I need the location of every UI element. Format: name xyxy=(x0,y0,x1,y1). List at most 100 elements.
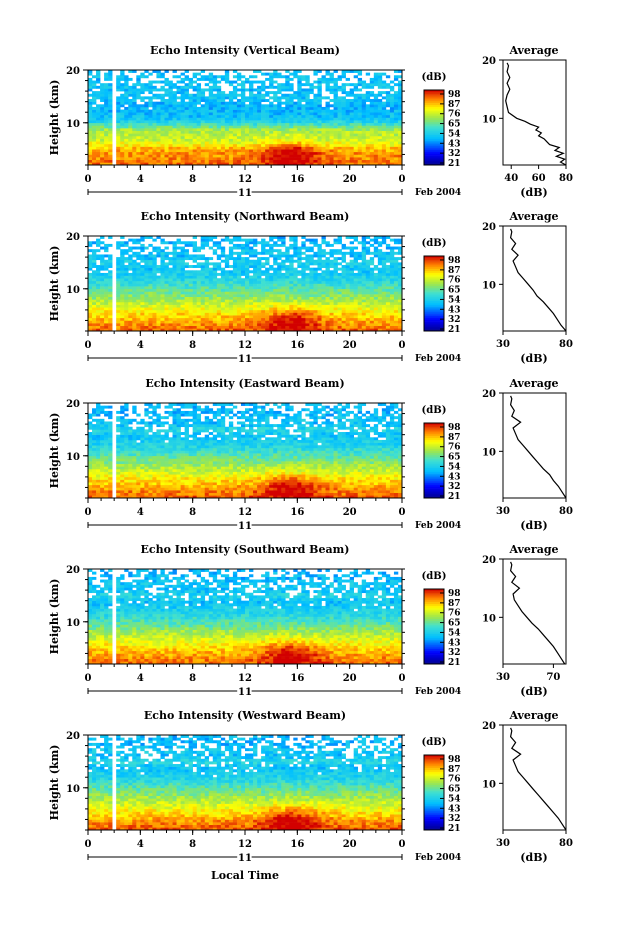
heatmap-cell xyxy=(297,106,302,110)
heatmap-cell xyxy=(140,265,145,268)
heatmap-cell xyxy=(257,296,262,300)
heatmap-cell xyxy=(136,128,141,131)
heatmap-cell xyxy=(381,138,387,142)
heatmap-cell xyxy=(265,291,270,295)
heatmap-cell xyxy=(357,299,363,303)
heatmap-cell xyxy=(136,88,141,92)
heatmap-cell xyxy=(124,267,129,271)
heatmap-cell xyxy=(245,262,250,266)
heatmap-cell xyxy=(204,243,210,247)
heatmap-cell xyxy=(104,294,109,297)
heatmap-cell xyxy=(92,320,97,324)
heatmap-cell xyxy=(224,309,230,313)
heatmap-cell xyxy=(108,125,113,129)
heatmap-cell xyxy=(160,93,165,97)
heatmap-cell xyxy=(257,99,262,102)
heatmap-cell xyxy=(216,96,222,100)
heatmap-cell xyxy=(152,80,157,84)
heatmap-cell xyxy=(337,312,342,316)
heatmap-cell xyxy=(240,80,246,84)
heatmap-cell xyxy=(285,162,290,166)
heatmap-cell xyxy=(333,149,338,153)
heatmap-cell xyxy=(176,138,181,142)
heatmap-cell xyxy=(216,138,222,142)
heatmap-cell xyxy=(180,257,185,261)
heatmap-cell xyxy=(277,88,282,92)
heatmap-cell xyxy=(240,243,246,247)
heatmap-cell xyxy=(277,238,282,242)
heatmap-cell xyxy=(232,315,238,319)
heatmap-cell xyxy=(321,275,326,279)
heatmap-cell xyxy=(116,309,121,313)
heatmap-cell xyxy=(357,291,363,295)
heatmap-cell xyxy=(212,280,218,284)
heatmap-cell xyxy=(196,112,202,116)
heatmap-cell xyxy=(265,315,270,319)
heatmap-cell xyxy=(325,96,330,100)
heatmap-cell xyxy=(120,280,125,284)
heatmap-cell xyxy=(144,296,149,300)
heatmap-cell xyxy=(152,254,157,258)
heatmap-cell xyxy=(180,241,185,245)
heatmap-cell xyxy=(289,291,294,295)
heatmap-cell xyxy=(277,267,282,271)
heatmap-cell xyxy=(397,99,403,102)
heatmap-cell xyxy=(176,257,181,261)
heatmap-cell xyxy=(357,241,363,245)
heatmap-cell xyxy=(228,143,234,147)
heatmap-cell xyxy=(176,133,181,137)
heatmap-cell xyxy=(164,130,169,134)
heatmap-cell xyxy=(373,141,379,145)
heatmap-cell xyxy=(265,112,270,116)
heatmap-cell xyxy=(361,117,367,121)
heatmap-cell xyxy=(361,146,367,150)
heatmap-cell xyxy=(321,151,326,155)
heatmap-cell xyxy=(104,72,109,76)
heatmap-cell xyxy=(200,99,206,102)
heatmap-cell xyxy=(333,93,338,97)
heatmap-cell xyxy=(289,157,294,161)
heatmap-cell xyxy=(309,133,314,137)
heatmap-cell xyxy=(188,128,193,131)
heatmap-cell xyxy=(216,125,222,129)
heatmap-cell xyxy=(148,141,153,145)
heatmap-cell xyxy=(373,154,379,158)
heatmap-cell xyxy=(265,146,270,150)
heatmap-cell xyxy=(144,117,149,121)
heatmap-cell xyxy=(377,157,383,161)
heatmap-cell xyxy=(293,106,298,110)
heatmap-cell xyxy=(281,301,286,305)
heatmap-cell xyxy=(224,93,230,97)
heatmap-cell xyxy=(100,259,105,263)
heatmap-cell xyxy=(224,101,230,105)
heatmap-cell xyxy=(152,151,157,155)
heatmap-cell xyxy=(289,315,294,319)
heatmap-cell xyxy=(228,109,234,113)
heatmap-cell xyxy=(309,109,314,113)
heatmap-cell xyxy=(216,283,222,287)
heatmap-cell xyxy=(196,262,202,266)
heatmap-cell xyxy=(172,70,177,73)
heatmap-cell xyxy=(285,149,290,153)
heatmap-cell xyxy=(393,138,399,142)
heatmap-cell xyxy=(297,307,302,311)
heatmap-cell xyxy=(136,307,141,311)
heatmap-cell xyxy=(228,328,234,332)
heatmap-cell xyxy=(132,272,137,276)
heatmap-cell xyxy=(156,159,161,163)
heatmap-cell xyxy=(393,143,399,147)
heatmap-cell xyxy=(156,122,161,126)
heatmap-cell xyxy=(192,96,197,100)
heatmap-cell xyxy=(297,70,302,73)
heatmap-cell xyxy=(293,149,298,153)
heatmap-cell xyxy=(373,249,379,253)
heatmap-cell xyxy=(293,96,298,100)
heatmap-cell xyxy=(180,120,185,124)
heatmap-cell xyxy=(357,162,363,166)
heatmap-cell xyxy=(236,278,242,282)
heatmap-cell xyxy=(253,114,258,118)
heatmap-cell xyxy=(140,249,145,253)
heatmap-cell xyxy=(265,128,270,131)
heatmap-cell xyxy=(236,125,242,129)
heatmap-cell xyxy=(220,157,226,161)
